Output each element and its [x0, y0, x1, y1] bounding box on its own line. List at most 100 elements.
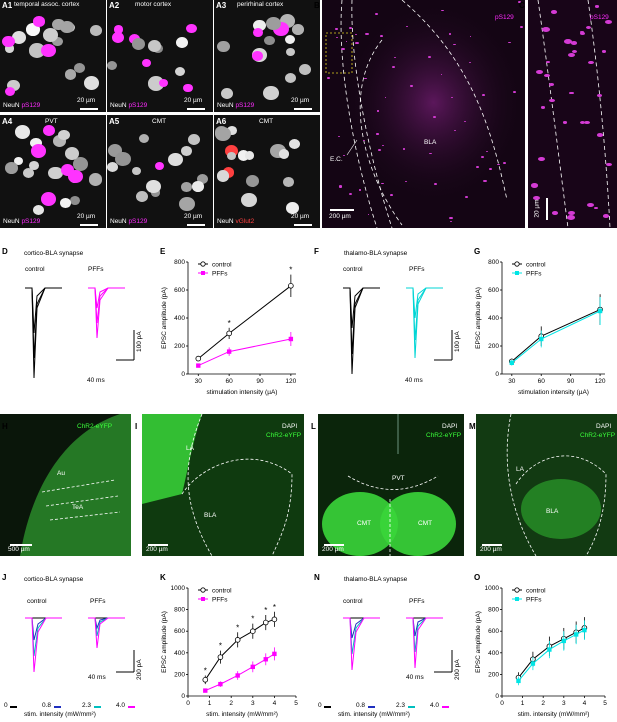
ps129-puncta	[532, 195, 540, 200]
j-control-label: control	[27, 598, 47, 605]
data-point-pffs	[509, 360, 515, 365]
ps129-puncta	[345, 40, 348, 42]
neuron-cell	[186, 23, 197, 34]
d-traces	[25, 287, 135, 379]
x-tick-label: 1	[208, 700, 212, 707]
y-axis-label: EPSC amplitude (pA)	[161, 611, 168, 673]
significance-star: *	[228, 319, 231, 328]
panel-label-o: O	[474, 573, 481, 582]
neuron-cell	[226, 126, 237, 135]
ps129-puncta	[544, 73, 550, 78]
l-pvt-label: PVT	[392, 475, 405, 482]
neuron-cell	[183, 83, 194, 93]
m-overlay	[506, 414, 607, 556]
b-scale-label: 200 µm	[329, 213, 351, 220]
a6-scale-bar	[294, 224, 312, 226]
i-la-label: LA	[186, 445, 194, 452]
panel-label-a2: A2	[109, 1, 120, 10]
neuron-cell	[292, 24, 304, 35]
data-point-pffs	[226, 349, 232, 354]
panel-label-n: N	[314, 573, 320, 582]
l-dapi: DAPI	[442, 423, 458, 430]
ps129-puncta	[512, 90, 516, 93]
ps129-puncta	[380, 35, 384, 37]
j-legend-swatch-0	[10, 706, 17, 708]
micrograph-h	[0, 414, 131, 556]
data-point-control	[250, 628, 256, 634]
a4-scale-bar	[80, 224, 98, 226]
panel-label-j: J	[2, 573, 7, 582]
data-point-control	[202, 677, 209, 683]
neuron-cell	[64, 146, 80, 160]
n-title: thalamo-BLA synapse	[344, 576, 408, 583]
ps129-puncta	[469, 36, 472, 38]
significance-star: *	[251, 615, 254, 624]
data-point-pffs	[235, 673, 240, 678]
panel-label-b: B	[314, 1, 320, 10]
neuron-cell	[131, 166, 142, 175]
n-scale-y: 200 pA	[454, 659, 461, 680]
d-control-label: control	[25, 266, 45, 273]
y-tick-label: 0	[495, 693, 499, 700]
panel-label-f: F	[314, 247, 319, 256]
y-tick-label: 0	[181, 693, 185, 700]
neuron-cell	[68, 169, 84, 183]
ps129-puncta	[394, 56, 397, 58]
ps129-puncta	[606, 162, 613, 167]
ps129-puncta	[570, 41, 578, 46]
ps129-puncta	[390, 194, 393, 196]
panel-label-a4: A4	[2, 117, 13, 126]
ps129-puncta	[486, 151, 489, 153]
micrograph-c	[528, 0, 617, 228]
significance-star: *	[289, 266, 292, 275]
neuron-cell	[41, 43, 56, 58]
y-tick-label: 1000	[485, 585, 500, 592]
micrograph-m	[476, 414, 617, 556]
x-tick-label: 0	[500, 700, 504, 707]
ps129-puncta	[563, 38, 572, 44]
x-axis-label: stimulation intensity (µA)	[518, 389, 589, 396]
f-scale-y: 100 pA	[454, 331, 461, 352]
neuron-cell	[181, 182, 192, 192]
ps129-puncta	[441, 9, 444, 12]
neuron-cell	[192, 181, 205, 192]
significance-star: *	[219, 642, 222, 651]
a2-scale-bar	[187, 108, 205, 110]
a2-scale-label: 20 µm	[184, 97, 203, 104]
b-stain: pS129	[495, 14, 514, 21]
m-dapi: DAPI	[596, 423, 612, 430]
chart-e: 0 200 400 600 800 30 60 90 120 stimulation intens…	[161, 259, 297, 396]
y-tick-label: 0	[495, 371, 499, 378]
neuron-cell	[52, 19, 65, 31]
neuron-cell	[215, 126, 232, 142]
ps129-puncta	[348, 26, 352, 29]
j-legend-swatch-3	[128, 706, 135, 708]
neuron-cell	[70, 195, 80, 205]
ps129-puncta	[568, 53, 576, 58]
ps129-puncta	[469, 62, 471, 64]
neuron-cell	[246, 175, 260, 188]
ps129-puncta	[392, 65, 396, 68]
i-stain: ChR2-eYFP	[266, 432, 302, 439]
series-line-pffs	[511, 310, 601, 364]
legend-marker-control	[200, 587, 206, 593]
d-pffs-label: PFFs	[88, 266, 104, 273]
y-tick-label: 200	[488, 671, 499, 678]
l-stain: ChR2-eYFP	[426, 432, 462, 439]
ps129-puncta	[381, 145, 384, 147]
data-point-control	[226, 330, 232, 337]
panel-label-i: I	[135, 422, 138, 431]
n-traces	[343, 617, 453, 673]
ps129-puncta	[568, 210, 576, 216]
micrograph-l	[318, 414, 464, 556]
neuron-cell	[155, 162, 165, 171]
panel-label-g: G	[474, 247, 481, 256]
d-title: cortico-BLA synapse	[24, 250, 84, 257]
ps129-puncta	[355, 33, 358, 35]
ps129-puncta	[603, 214, 610, 218]
n-pffs-label: PFFs	[409, 598, 425, 605]
j-legend-swatch-1	[54, 706, 61, 708]
ps129-puncta	[605, 19, 612, 24]
legend-control: control	[526, 588, 546, 595]
l-overlay	[322, 414, 456, 556]
